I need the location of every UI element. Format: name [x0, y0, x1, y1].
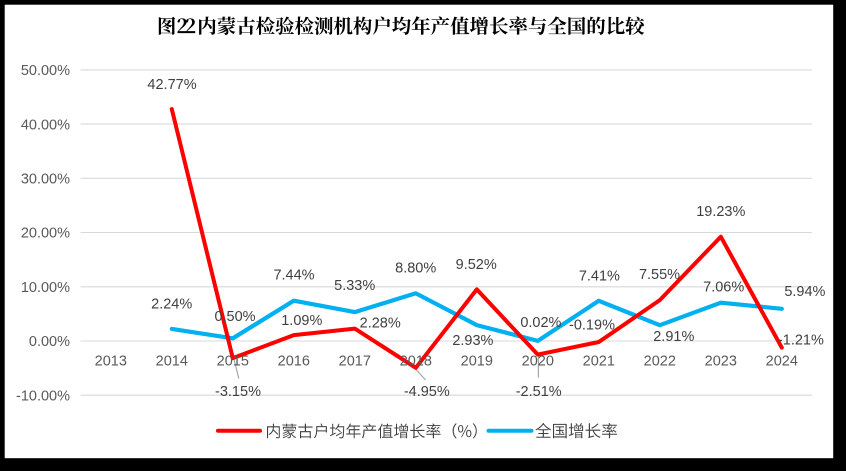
svg-text:-1.21%: -1.21%	[778, 333, 824, 349]
svg-text:0.00%: 0.00%	[29, 334, 70, 350]
svg-text:5.94%: 5.94%	[784, 284, 825, 300]
svg-text:30.00%: 30.00%	[21, 172, 70, 188]
svg-text:2015: 2015	[217, 354, 249, 370]
svg-text:50.00%: 50.00%	[21, 63, 70, 79]
svg-text:20.00%: 20.00%	[21, 226, 70, 242]
svg-text:2017: 2017	[339, 354, 371, 370]
svg-text:9.52%: 9.52%	[456, 257, 497, 273]
svg-text:2.91%: 2.91%	[653, 329, 694, 345]
svg-text:2013: 2013	[95, 354, 127, 370]
svg-text:-3.15%: -3.15%	[215, 384, 261, 400]
svg-text:2018: 2018	[400, 354, 432, 370]
svg-text:10.00%: 10.00%	[21, 280, 70, 296]
svg-text:8.80%: 8.80%	[395, 261, 436, 277]
svg-text:2014: 2014	[156, 354, 188, 370]
svg-text:7.44%: 7.44%	[273, 267, 314, 283]
svg-text:19.23%: 19.23%	[696, 204, 745, 220]
svg-text:0.50%: 0.50%	[214, 309, 255, 325]
svg-text:2.24%: 2.24%	[151, 297, 192, 313]
svg-text:0.02%: 0.02%	[520, 315, 561, 331]
svg-text:7.06%: 7.06%	[703, 279, 744, 295]
svg-text:5.33%: 5.33%	[334, 278, 375, 294]
svg-text:-10.00%: -10.00%	[16, 388, 70, 404]
svg-text:1.09%: 1.09%	[281, 313, 322, 329]
svg-text:7.55%: 7.55%	[639, 267, 680, 283]
svg-text:-2.51%: -2.51%	[516, 384, 562, 400]
svg-text:2019: 2019	[461, 354, 493, 370]
svg-text:-4.95%: -4.95%	[404, 384, 450, 400]
svg-text:40.00%: 40.00%	[21, 117, 70, 133]
svg-text:2.93%: 2.93%	[452, 333, 493, 349]
svg-text:7.41%: 7.41%	[579, 269, 620, 285]
svg-text:42.77%: 42.77%	[147, 77, 196, 93]
svg-text:2023: 2023	[705, 354, 737, 370]
svg-text:-0.19%: -0.19%	[569, 317, 615, 333]
svg-text:2024: 2024	[766, 354, 798, 370]
svg-text:2016: 2016	[278, 354, 310, 370]
svg-text:2022: 2022	[644, 354, 676, 370]
svg-text:2.28%: 2.28%	[360, 316, 401, 332]
svg-text:2021: 2021	[583, 354, 615, 370]
svg-text:2020: 2020	[522, 354, 554, 370]
